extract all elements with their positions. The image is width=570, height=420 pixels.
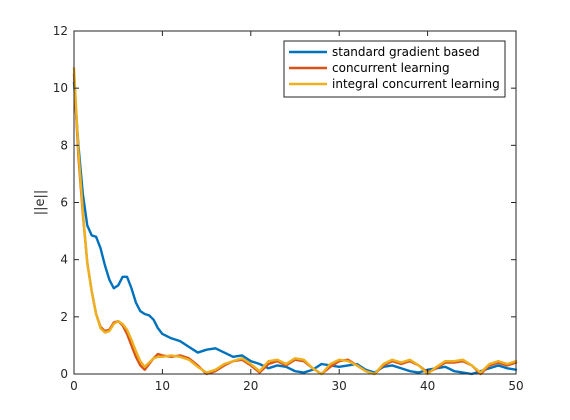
y-tick-label: 8 [60,138,68,152]
series-layer [72,66,518,376]
y-tick-label: 10 [53,81,68,95]
x-tick-label: 0 [70,379,78,393]
legend-box [283,40,506,98]
y-tick-label: 4 [60,253,68,267]
series-line-3 [72,66,518,376]
y-tick-label: 6 [60,196,68,210]
legend: standard gradient based concurrent learni… [283,40,506,98]
x-tick-label: 50 [508,379,523,393]
y-tick-label: 2 [60,310,68,324]
y-tick-label: 0 [60,367,68,381]
x-tick-label: 20 [243,379,258,393]
x-tick-label: 30 [332,379,347,393]
legend-label-3: integral concurrent learning [332,77,500,91]
series-line-2 [72,72,518,376]
series-line-1 [72,81,518,376]
x-tick-label: 10 [155,379,170,393]
legend-label-1: standard gradient based [332,45,480,59]
ticks-layer: 0 10 20 30 40 50 0 2 4 6 8 10 12 [53,24,524,393]
x-tick-label: 40 [420,379,435,393]
y-tick-label: 12 [53,24,68,38]
legend-label-2: concurrent learning [332,61,450,75]
y-axis-label: ||e|| [33,190,48,216]
